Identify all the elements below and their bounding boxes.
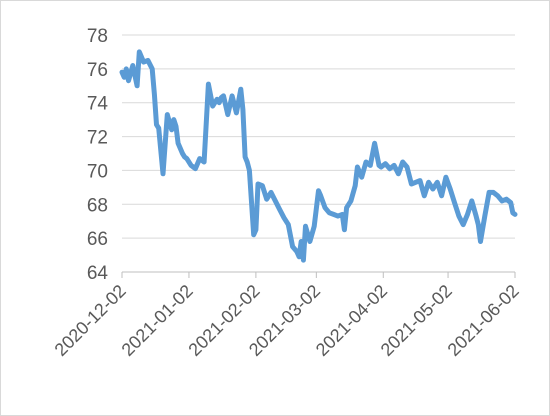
y-tick-label: 66 <box>87 229 108 250</box>
y-axis-ticks: 64 66 68 70 72 74 76 78 <box>87 26 109 284</box>
x-axis-ticks: 2020-12-022021-01-022021-02-022021-03-02… <box>51 272 523 360</box>
x-tick-label: 2020-12-02 <box>51 281 130 360</box>
y-tick-label: 72 <box>87 128 108 149</box>
y-tick-label: 70 <box>87 161 108 182</box>
series-line-0 <box>119 49 518 263</box>
y-tick-label: 78 <box>87 26 108 47</box>
x-tick-label: 2021-01-02 <box>118 281 197 360</box>
y-tick-label: 64 <box>87 263 109 284</box>
y-tick-label: 68 <box>87 195 108 216</box>
gridlines <box>122 34 515 239</box>
y-tick-label: 76 <box>87 60 108 81</box>
y-tick-label: 74 <box>87 94 109 115</box>
x-tick-label: 2021-06-02 <box>444 281 523 360</box>
series-group <box>119 49 518 263</box>
